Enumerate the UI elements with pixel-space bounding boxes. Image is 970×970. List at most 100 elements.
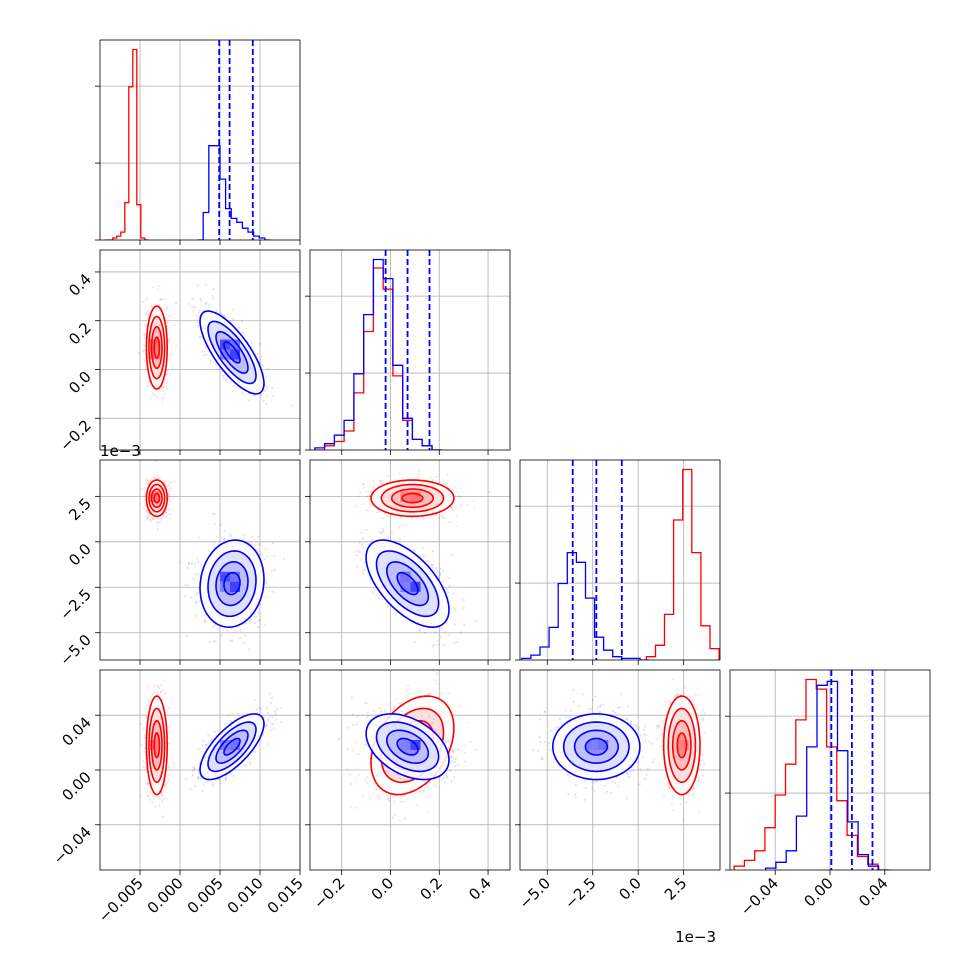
density-block xyxy=(230,581,240,592)
sample-point xyxy=(418,628,421,631)
sample-point xyxy=(264,547,267,550)
sample-point xyxy=(198,600,201,603)
sample-point xyxy=(435,567,438,570)
sample-point xyxy=(254,621,257,625)
sample-point xyxy=(375,511,379,514)
sample-point xyxy=(164,782,168,786)
sample-point xyxy=(265,581,269,585)
sample-point xyxy=(215,309,218,312)
sample-point xyxy=(195,314,198,317)
sample-point xyxy=(433,643,436,646)
contour-line-2 xyxy=(207,550,257,618)
sample-point xyxy=(231,712,234,715)
sample-point xyxy=(151,392,154,395)
sample-point xyxy=(167,498,170,501)
sample-point xyxy=(456,514,459,517)
sample-point xyxy=(472,507,475,510)
sample-point xyxy=(140,743,143,747)
sample-point xyxy=(448,634,451,637)
sample-point xyxy=(442,570,445,573)
sample-point xyxy=(370,491,373,494)
sample-point xyxy=(252,615,255,618)
sample-point xyxy=(451,507,454,511)
sample-point xyxy=(245,622,248,625)
sample-point xyxy=(378,510,381,513)
panel-content xyxy=(310,460,510,660)
sample-point xyxy=(148,790,151,794)
sample-point xyxy=(211,295,214,298)
sample-point xyxy=(282,558,285,561)
contour-line-2 xyxy=(380,483,445,513)
density-block xyxy=(230,339,240,350)
sample-point xyxy=(391,531,394,535)
sample-point xyxy=(488,490,491,493)
sample-point xyxy=(149,518,152,521)
sample-point xyxy=(153,690,156,693)
sample-point xyxy=(459,495,462,499)
sample-point xyxy=(151,801,154,804)
sample-point xyxy=(372,485,375,488)
sample-point xyxy=(149,479,152,482)
sample-point xyxy=(431,645,434,648)
sample-point xyxy=(211,738,214,741)
sample-point xyxy=(272,555,275,558)
sample-point xyxy=(157,794,160,797)
contour-line-2 xyxy=(375,550,440,618)
sample-point xyxy=(163,378,167,381)
sample-point xyxy=(162,308,165,311)
sample-point xyxy=(368,494,371,497)
sample-point xyxy=(271,716,274,719)
sample-point xyxy=(158,298,162,301)
sample-point xyxy=(266,555,269,558)
sample-point xyxy=(191,773,194,776)
sample-point xyxy=(148,798,151,801)
sample-point xyxy=(270,569,273,572)
sample-point xyxy=(156,396,159,399)
sample-point xyxy=(154,460,157,463)
sample-point xyxy=(270,696,273,700)
sample-point xyxy=(161,398,164,401)
sample-point xyxy=(146,782,149,785)
sample-point xyxy=(363,569,366,572)
sample-point xyxy=(211,782,214,785)
sample-point xyxy=(164,691,167,694)
sample-point xyxy=(225,378,228,382)
sample-point xyxy=(223,537,227,540)
sample-point xyxy=(263,624,267,627)
sample-point xyxy=(439,573,442,576)
sample-point xyxy=(168,517,171,520)
sample-point xyxy=(253,394,256,397)
sample-point xyxy=(377,597,381,600)
sample-point xyxy=(272,590,275,593)
sample-point xyxy=(208,303,211,306)
sample-point xyxy=(446,587,449,591)
contour-line-1 xyxy=(150,325,163,370)
sample-point xyxy=(234,629,237,632)
sample-point xyxy=(144,333,147,336)
panel-background xyxy=(100,40,300,240)
sample-point xyxy=(195,614,198,617)
sample-point xyxy=(203,613,206,616)
sample-point xyxy=(156,288,159,291)
sample-point xyxy=(142,487,145,490)
sample-point xyxy=(146,795,149,798)
sample-point xyxy=(232,308,235,311)
sample-point xyxy=(259,394,263,397)
sample-point xyxy=(438,576,441,579)
sample-point xyxy=(424,631,427,635)
sample-point xyxy=(140,794,143,797)
sample-point xyxy=(144,359,147,363)
panel-3-0 xyxy=(99,669,301,871)
sample-point xyxy=(166,369,169,373)
sample-point xyxy=(472,499,475,502)
panel-content xyxy=(100,40,300,240)
sample-point xyxy=(212,297,215,300)
sample-point xyxy=(211,784,214,787)
sample-point xyxy=(398,541,401,544)
sample-point xyxy=(192,309,195,312)
sample-point xyxy=(143,349,146,352)
sample-point xyxy=(259,618,262,621)
sample-point xyxy=(462,599,465,602)
density-block xyxy=(410,491,421,502)
sample-point xyxy=(165,798,168,801)
